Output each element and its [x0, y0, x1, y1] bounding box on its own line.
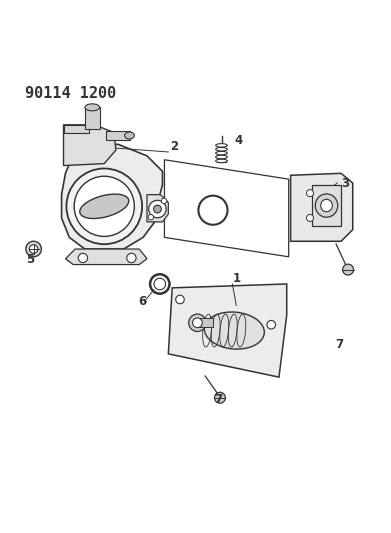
Text: 90114 1200: 90114 1200: [25, 86, 116, 101]
Circle shape: [267, 320, 276, 329]
Text: 7: 7: [214, 393, 222, 406]
Text: 7: 7: [335, 338, 343, 351]
Circle shape: [307, 190, 314, 197]
Circle shape: [176, 295, 184, 304]
Circle shape: [161, 198, 167, 204]
Ellipse shape: [125, 132, 135, 139]
Polygon shape: [61, 144, 163, 249]
Polygon shape: [168, 284, 287, 377]
Ellipse shape: [149, 200, 166, 218]
Polygon shape: [147, 195, 168, 222]
Bar: [106, 131, 129, 140]
Ellipse shape: [321, 199, 332, 212]
Ellipse shape: [85, 104, 100, 111]
Polygon shape: [291, 173, 353, 241]
Ellipse shape: [74, 176, 135, 237]
Text: 1: 1: [232, 272, 240, 285]
Ellipse shape: [80, 194, 129, 219]
Polygon shape: [65, 249, 147, 264]
Ellipse shape: [189, 314, 206, 332]
Bar: [312, 185, 341, 226]
Circle shape: [127, 253, 136, 263]
Ellipse shape: [154, 205, 161, 213]
Ellipse shape: [315, 194, 338, 217]
Ellipse shape: [66, 168, 142, 244]
Ellipse shape: [193, 318, 202, 328]
Bar: [197, 318, 213, 327]
Ellipse shape: [204, 312, 264, 349]
Circle shape: [78, 253, 88, 263]
Circle shape: [307, 214, 314, 222]
Text: 5: 5: [26, 253, 34, 265]
Circle shape: [26, 241, 41, 257]
Circle shape: [215, 392, 225, 403]
Bar: [85, 107, 100, 128]
Text: 6: 6: [138, 295, 146, 308]
Text: 3: 3: [341, 177, 349, 190]
Circle shape: [148, 214, 154, 220]
Circle shape: [343, 264, 353, 275]
Text: 2: 2: [170, 140, 178, 153]
Bar: [63, 125, 89, 133]
Polygon shape: [63, 125, 116, 166]
Circle shape: [29, 245, 38, 253]
Text: 4: 4: [234, 134, 242, 147]
